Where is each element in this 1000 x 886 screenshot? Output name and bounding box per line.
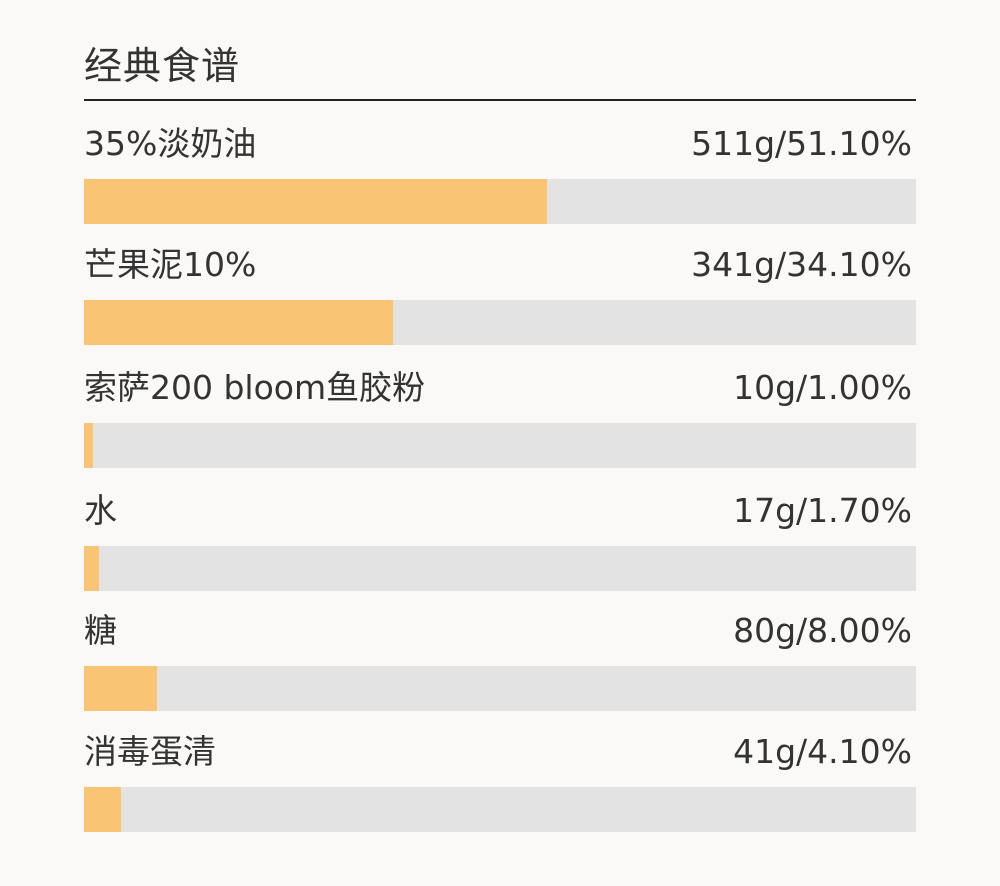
ingredient-row: 糖 80g/8.00% <box>84 609 916 719</box>
bar <box>84 546 99 591</box>
category-label: 索萨200 bloom鱼胶粉 <box>84 368 426 407</box>
category-label: 35%淡奶油 <box>84 124 257 163</box>
bar-track <box>84 787 916 832</box>
value-label: 341g/34.10% <box>691 245 912 284</box>
bar <box>84 666 157 711</box>
bar <box>84 300 393 345</box>
bar-track <box>84 546 916 591</box>
ingredient-row: 水 17g/1.70% <box>84 489 916 599</box>
bar-track <box>84 666 916 711</box>
value-label: 41g/4.10% <box>733 732 912 771</box>
bar-track <box>84 300 916 345</box>
value-label: 10g/1.00% <box>733 368 912 407</box>
value-label: 80g/8.00% <box>733 611 912 650</box>
bar <box>84 423 93 468</box>
title-divider <box>84 99 916 101</box>
value-label: 511g/51.10% <box>691 124 912 163</box>
chart-title: 经典食谱 <box>84 44 241 88</box>
ingredient-row: 35%淡奶油 511g/51.10% <box>84 122 916 232</box>
bar-track <box>84 179 916 224</box>
ingredient-row: 芒果泥10% 341g/34.10% <box>84 243 916 353</box>
ingredient-row: 索萨200 bloom鱼胶粉 10g/1.00% <box>84 366 916 476</box>
category-label: 芒果泥10% <box>84 245 257 284</box>
value-label: 17g/1.70% <box>733 491 912 530</box>
ingredient-row: 消毒蛋清 41g/4.10% <box>84 730 916 840</box>
bar <box>84 179 547 224</box>
category-label: 糖 <box>84 611 117 650</box>
bar <box>84 787 121 832</box>
category-label: 消毒蛋清 <box>84 732 216 771</box>
bar-track <box>84 423 916 468</box>
category-label: 水 <box>84 491 117 530</box>
